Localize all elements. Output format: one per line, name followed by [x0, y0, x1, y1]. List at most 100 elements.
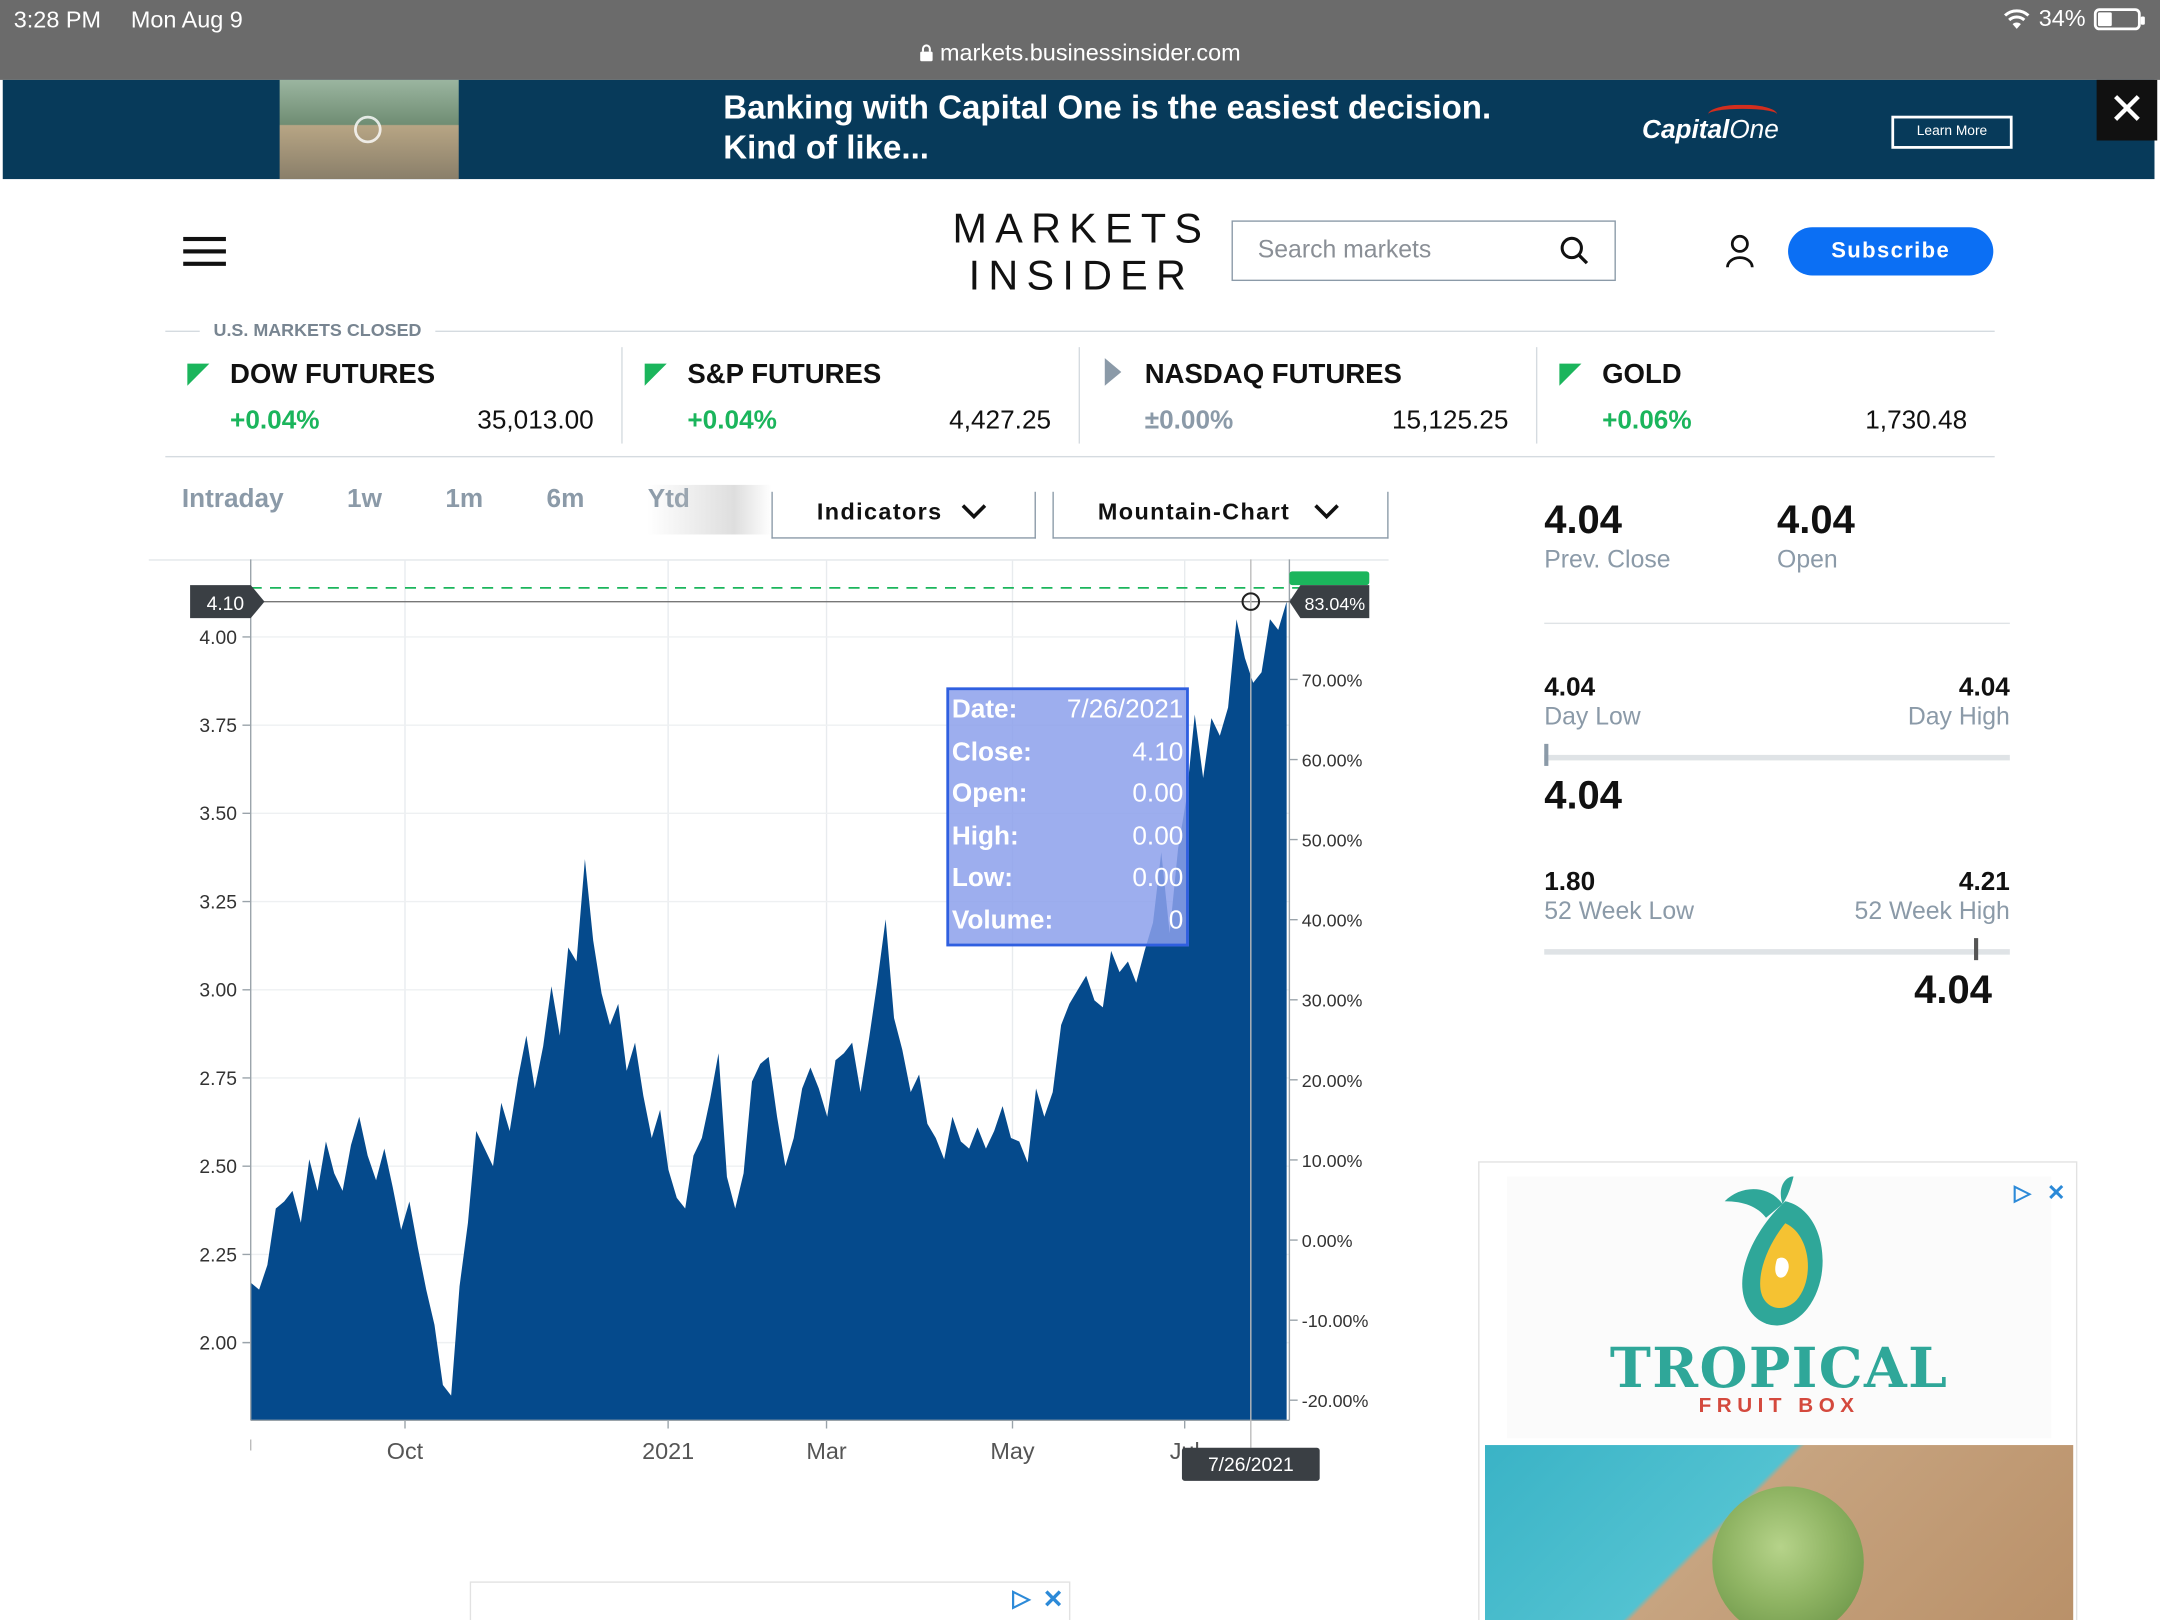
adchoices-icon[interactable]: ▷ — [1012, 1585, 1031, 1612]
tooltip-key: Volume: — [951, 905, 1054, 935]
subscribe-button[interactable]: Subscribe — [1788, 227, 1994, 276]
x-tick-label: May — [990, 1438, 1035, 1464]
status-right: 34% — [2003, 5, 2145, 34]
lock-icon — [920, 44, 934, 62]
market-name: NASDAQ FUTURES — [1144, 359, 1402, 390]
tooltip-value: 0 — [1168, 905, 1184, 935]
market-ticker-strip: DOW FUTURES +0.04% 35,013.00 S&P FUTURES +0.… — [165, 347, 1995, 458]
day-range-bar — [1544, 754, 2010, 761]
scroll-fade — [647, 484, 772, 535]
ad-logo-area: ▷ ✕ — [1507, 1176, 2066, 1439]
divider — [165, 330, 1995, 332]
range-tabs: Intraday1w1m6mYtd — [181, 484, 772, 535]
week52-range-marker — [1974, 938, 1979, 961]
tooltip-row: Open: 0.00 — [952, 774, 1183, 815]
chart-type-label: Mountain-Chart — [1097, 498, 1291, 525]
logo-line1: MARKETS — [952, 206, 1211, 253]
pct-label-green — [1289, 571, 1370, 586]
market-name: S&P FUTURES — [687, 359, 882, 390]
bottom-ad[interactable]: ▷ ✕ — [469, 1581, 1071, 1620]
market-change: +0.04% — [687, 406, 777, 436]
week52-high-label: 52 Week High — [1854, 896, 2010, 925]
range-tab[interactable]: 1w — [347, 484, 382, 514]
status-bar: 3:28 PM Mon Aug 9 34% markets.businessin… — [0, 0, 2160, 80]
indicators-dropdown[interactable]: Indicators — [771, 491, 1036, 539]
chart-tooltip: Date: 7/26/2021 Close: 4.10 Open: 0.00 High: 0.… — [946, 687, 1189, 947]
tooltip-row: High: 0.00 — [952, 816, 1183, 857]
market-item[interactable]: S&P FUTURES +0.04% 4,427.25 — [623, 347, 1080, 444]
week52-range-bar — [1544, 949, 2010, 955]
prev-close-value: 4.04 — [1544, 498, 1623, 543]
chevron-down-icon — [1314, 504, 1339, 520]
wifi-icon — [2003, 9, 2030, 29]
y-tick-label: 2.00 — [199, 1334, 237, 1355]
neutral-arrow-icon — [1104, 358, 1122, 386]
x-tick-label: 2021 — [642, 1438, 694, 1464]
prev-close-label: Prev. Close — [1544, 545, 1671, 574]
price-chart[interactable]: 4.003.753.503.253.002.752.502.252.0080.0… — [149, 559, 1394, 1496]
search-icon[interactable] — [1559, 236, 1589, 266]
market-item[interactable]: GOLD +0.06% 1,730.48 — [1537, 347, 1994, 443]
right-ad[interactable]: ▷ ✕ TROPICAL FRUIT BOX — [1478, 1161, 2078, 1620]
x-tick-label: Oct — [387, 1438, 424, 1464]
mango-logo-icon — [1724, 1176, 1823, 1326]
market-price: 4,427.25 — [949, 406, 1052, 436]
capital-one-logo: CapitalOne — [1642, 104, 1779, 146]
top-ad-banner[interactable]: Banking with Capital One is the easiest … — [2, 79, 2158, 180]
week52-low-value: 1.80 — [1544, 867, 1596, 897]
tooltip-value: 0.00 — [1132, 863, 1184, 893]
price-label: 4.10 — [207, 594, 245, 615]
learn-more-button[interactable]: Learn More — [1891, 115, 2013, 149]
ad-brand-subtitle: FRUIT BOX — [1698, 1394, 1860, 1418]
y2-tick-label: 30.00% — [1302, 991, 1363, 1011]
search-box[interactable] — [1231, 220, 1616, 282]
chart-type-dropdown[interactable]: Mountain-Chart — [1052, 491, 1389, 539]
range-tab[interactable]: 6m — [546, 484, 585, 514]
y-tick-label: 4.00 — [199, 628, 237, 649]
ad-close-icon[interactable]: ✕ — [2047, 1181, 2066, 1206]
pct-label: 83.04% — [1305, 594, 1366, 614]
battery-icon — [2093, 8, 2145, 31]
adchoices-icon[interactable]: ▷ — [2013, 1181, 2031, 1206]
range-tab[interactable]: 1m — [445, 484, 484, 514]
logo-line2: INSIDER — [968, 253, 1195, 299]
y2-tick-label: 60.00% — [1302, 750, 1363, 770]
y2-tick-label: 10.00% — [1302, 1151, 1363, 1171]
y2-tick-label: -20.00% — [1302, 1391, 1369, 1411]
tooltip-key: Close: — [951, 737, 1032, 767]
ad-close-icon[interactable]: ✕ — [1042, 1585, 1064, 1614]
ad-headline-line1: Banking with Capital One is the easiest … — [723, 89, 1492, 127]
day-range-marker — [1544, 743, 1549, 766]
pct-label-bg — [1289, 585, 1370, 619]
site-logo[interactable]: MARKETS INSIDER — [951, 207, 1213, 301]
menu-icon[interactable] — [183, 236, 226, 266]
day-low-value: 4.04 — [1544, 673, 1596, 703]
market-change: ±0.00% — [1144, 406, 1234, 436]
ad-fruit-photo — [1484, 1445, 2074, 1620]
tooltip-value: 0.00 — [1132, 779, 1184, 809]
fruit-image — [1712, 1486, 1864, 1620]
tooltip-value: 7/26/2021 — [1066, 695, 1184, 725]
y2-tick-label: 40.00% — [1302, 911, 1363, 931]
y2-tick-label: 0.00% — [1302, 1231, 1353, 1251]
tooltip-row: Volume: 0 — [952, 900, 1183, 941]
ad-video-thumbnail[interactable] — [279, 79, 459, 180]
day-low-label: Day Low — [1544, 702, 1641, 731]
y2-tick-label: 70.00% — [1302, 670, 1363, 690]
y-tick-label: 3.00 — [199, 981, 237, 1002]
y2-tick-label: 20.00% — [1302, 1071, 1363, 1091]
address-bar[interactable]: markets.businessinsider.com — [0, 40, 2160, 68]
tooltip-row: Low: 0.00 — [952, 858, 1183, 899]
battery-percent: 34% — [2038, 5, 2086, 32]
market-item[interactable]: DOW FUTURES +0.04% 35,013.00 — [165, 347, 623, 444]
range-tab[interactable]: Intraday — [181, 484, 284, 514]
y-tick-label: 2.25 — [199, 1245, 237, 1266]
up-arrow-icon — [187, 363, 210, 386]
close-ad-button[interactable]: ✕ — [2096, 79, 2158, 141]
price-area — [250, 601, 1287, 1421]
open-label: Open — [1777, 545, 1838, 574]
search-input[interactable] — [1257, 235, 1547, 265]
user-icon[interactable] — [1725, 234, 1755, 270]
up-arrow-icon — [644, 363, 667, 386]
market-item[interactable]: NASDAQ FUTURES ±0.00% 15,125.25 — [1080, 347, 1538, 444]
